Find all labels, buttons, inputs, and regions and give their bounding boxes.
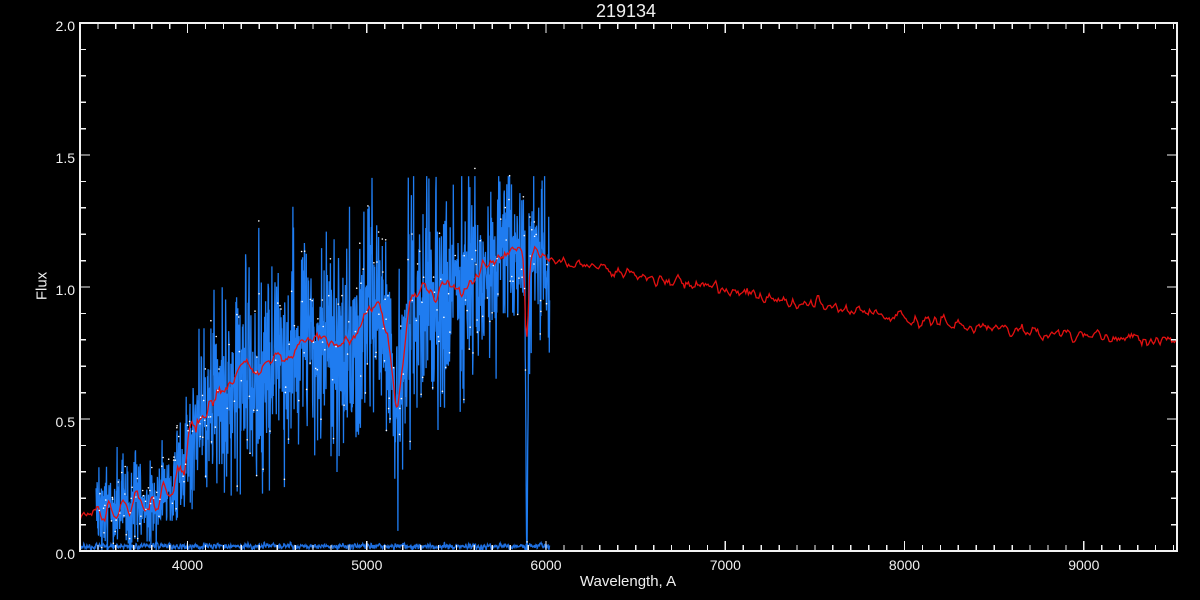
svg-text:7000: 7000 <box>710 557 741 573</box>
svg-text:9000: 9000 <box>1068 557 1099 573</box>
svg-text:6000: 6000 <box>530 557 561 573</box>
svg-text:Flux: Flux <box>34 271 51 300</box>
svg-text:1.0: 1.0 <box>56 282 76 298</box>
svg-text:0.5: 0.5 <box>56 414 76 430</box>
svg-text:5000: 5000 <box>351 557 382 573</box>
svg-text:8000: 8000 <box>889 557 920 573</box>
svg-text:2.0: 2.0 <box>56 18 76 34</box>
svg-text:0.0: 0.0 <box>56 546 76 562</box>
svg-text:4000: 4000 <box>172 557 203 573</box>
svg-text:219134: 219134 <box>596 1 656 21</box>
svg-text:Wavelength, A: Wavelength, A <box>580 573 676 590</box>
svg-text:1.5: 1.5 <box>56 150 76 166</box>
